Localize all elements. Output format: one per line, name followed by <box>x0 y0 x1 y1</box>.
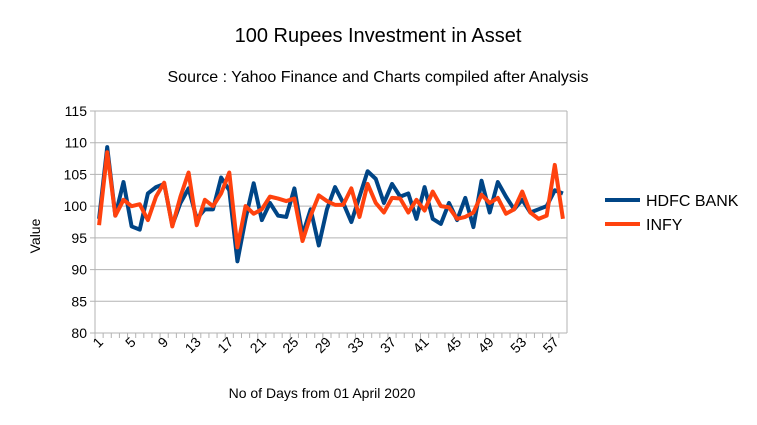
y-tick-label: 90 <box>71 262 87 278</box>
legend-label: HDFC BANK <box>646 193 739 210</box>
y-tick-label: 105 <box>64 166 88 182</box>
y-tick-label: 80 <box>71 325 87 341</box>
y-tick-label: 95 <box>71 230 87 246</box>
y-tick-label: 100 <box>64 198 88 214</box>
chart-title: 100 Rupees Investment in Asset <box>235 25 522 47</box>
y-tick-label: 85 <box>71 293 87 309</box>
y-tick-label: 110 <box>65 135 88 151</box>
x-tick-label: 5 <box>122 334 139 351</box>
x-axis-label: No of Days from 01 April 2020 <box>229 385 416 401</box>
legend-label: INFY <box>646 217 683 234</box>
y-axis-label: Value <box>27 218 43 253</box>
x-tick-label: 1 <box>89 334 106 351</box>
series-line <box>97 150 565 250</box>
y-tick-label: 115 <box>65 103 88 119</box>
chart-subtitle: Source : Yahoo Finance and Charts compil… <box>168 69 589 86</box>
x-tick-label: 9 <box>154 334 171 351</box>
